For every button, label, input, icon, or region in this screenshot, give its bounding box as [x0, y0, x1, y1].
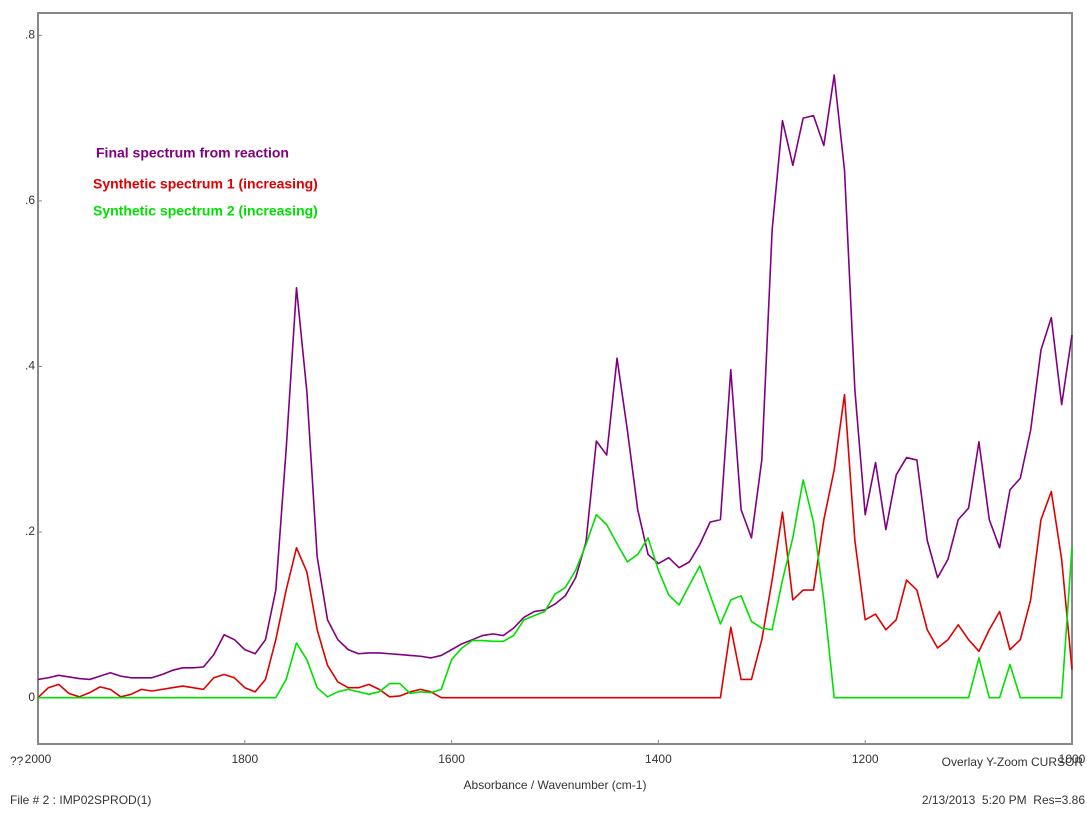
y-tick-label: .4: [25, 359, 35, 373]
legend-label: Synthetic spectrum 2 (increasing): [93, 203, 318, 219]
x-tick-label: 2000: [25, 752, 52, 766]
y-tick-label: 0: [28, 690, 35, 704]
y-tick-label: .8: [25, 28, 35, 42]
file-name: File # 2 : IMP02SPROD(1): [10, 793, 151, 807]
y-tick-label: .6: [25, 193, 35, 207]
mode-note: Overlay Y-Zoom CURSOR: [942, 755, 1084, 769]
legend-label: Synthetic spectrum 1 (increasing): [93, 176, 318, 192]
status-note: ??: [10, 754, 24, 768]
legend-label: Final spectrum from reaction: [96, 145, 289, 161]
spectrum-line: [37, 393, 1073, 699]
x-tick-label: 1800: [231, 752, 258, 766]
plot-frame: [37, 12, 1073, 745]
spectrum-line: [38, 479, 1073, 699]
x-axis-label: Absorbance / Wavenumber (cm-1): [464, 778, 647, 792]
x-tick-label: 1600: [438, 752, 465, 766]
y-tick-label: .2: [25, 524, 35, 538]
x-tick-label: 1400: [645, 752, 672, 766]
timestamp: 2/13/2013 5:20 PM Res=3.86: [922, 793, 1085, 807]
spectrum-line: [37, 74, 1073, 681]
x-tick-label: 1000: [1059, 752, 1086, 766]
x-tick-label: 1200: [852, 752, 879, 766]
